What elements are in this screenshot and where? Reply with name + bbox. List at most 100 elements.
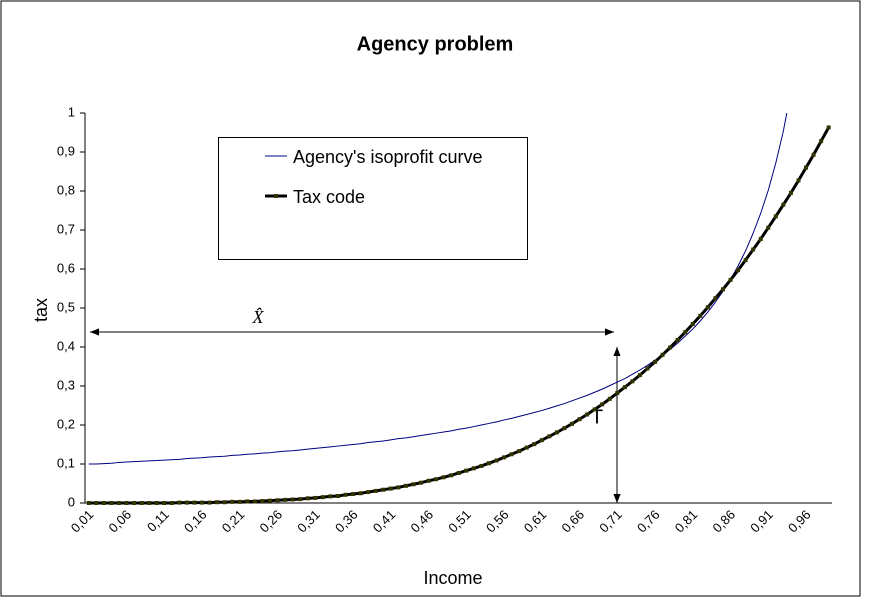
- point-marker: [728, 277, 733, 282]
- y-tick-label: 0,2: [57, 416, 75, 431]
- point-marker: [569, 421, 574, 426]
- plot-area: [86, 113, 831, 505]
- x-tick-label: 0,96: [785, 507, 814, 536]
- point-marker: [690, 321, 695, 326]
- point-marker: [328, 494, 333, 499]
- point-marker: [177, 500, 182, 505]
- point-marker: [275, 498, 280, 503]
- point-marker: [720, 287, 725, 292]
- point-marker: [615, 391, 620, 396]
- point-marker: [479, 463, 484, 468]
- point-marker: [230, 499, 235, 504]
- point-marker: [139, 501, 144, 505]
- legend-label: Agency's isoprofit curve: [293, 147, 483, 167]
- point-marker: [464, 468, 469, 473]
- point-marker: [577, 417, 582, 422]
- point-marker: [403, 483, 408, 488]
- chart-title: Agency problem: [357, 33, 514, 55]
- point-marker: [668, 345, 673, 350]
- x-tick-label: 0,51: [445, 507, 474, 536]
- point-marker: [698, 313, 703, 318]
- x-tick-label: 0,86: [710, 507, 739, 536]
- y-tick-label: 0,4: [57, 338, 75, 353]
- point-marker: [109, 501, 114, 505]
- series-line: [88, 113, 788, 465]
- point-marker: [675, 337, 680, 342]
- point-marker: [509, 452, 514, 457]
- point-marker: [781, 202, 786, 207]
- point-marker: [562, 426, 567, 431]
- point-marker: [154, 501, 159, 505]
- point-marker: [592, 407, 597, 412]
- x-tick-label: 0,61: [521, 507, 550, 536]
- x-tick-label: 0,81: [672, 507, 701, 536]
- point-marker: [773, 214, 778, 219]
- point-marker: [335, 493, 340, 498]
- point-marker: [200, 500, 205, 505]
- x-tick-label: 0,31: [294, 507, 323, 536]
- y-tick-label: 0,8: [57, 182, 75, 197]
- x-tick-label: 0,16: [181, 507, 210, 536]
- point-marker: [585, 412, 590, 417]
- y-axis-title: tax: [31, 298, 51, 322]
- t-label: T: [591, 406, 603, 428]
- point-marker: [260, 499, 265, 504]
- point-marker: [441, 475, 446, 480]
- point-marker: [184, 500, 189, 505]
- point-marker: [343, 492, 348, 497]
- x-tick-label: 0,66: [559, 507, 588, 536]
- point-marker: [796, 178, 801, 183]
- point-marker: [811, 152, 816, 157]
- point-marker: [426, 478, 431, 483]
- x-tick-label: 0,06: [106, 507, 135, 536]
- x-hat-label: X̂: [252, 307, 265, 327]
- point-marker: [207, 500, 212, 505]
- point-marker: [743, 258, 748, 263]
- point-marker: [532, 442, 537, 447]
- point-marker: [713, 296, 718, 301]
- point-marker: [169, 501, 174, 505]
- point-marker: [524, 445, 529, 450]
- point-marker: [358, 491, 363, 496]
- x-tick-label: 0,01: [68, 507, 97, 536]
- legend-entry: Agency's isoprofit curve: [265, 144, 527, 170]
- point-marker: [366, 490, 371, 495]
- point-marker: [215, 500, 220, 505]
- point-marker: [411, 482, 416, 487]
- point-marker: [192, 500, 197, 505]
- x-tick-label: 0,41: [370, 507, 399, 536]
- y-tick-label: 0: [68, 494, 75, 509]
- point-marker: [766, 225, 771, 230]
- point-marker: [245, 499, 250, 504]
- y-tick-label: 0,1: [57, 455, 75, 470]
- point-marker: [434, 477, 439, 482]
- point-marker: [600, 402, 605, 407]
- x-tick-label: 0,11: [144, 507, 172, 535]
- legend: Agency's isoprofit curve Tax code: [218, 137, 528, 260]
- y-tick-label: 0,9: [57, 143, 75, 158]
- point-marker: [630, 379, 635, 384]
- point-marker: [819, 139, 824, 144]
- point-marker: [101, 501, 106, 505]
- point-marker: [653, 359, 658, 364]
- point-marker: [494, 458, 499, 463]
- y-tick-label: 0,6: [57, 260, 75, 275]
- x-tick-label: 0,56: [483, 507, 512, 536]
- x-tick-label: 0,76: [634, 507, 663, 536]
- point-marker: [736, 268, 741, 273]
- y-tick-label: 0,5: [57, 299, 75, 314]
- point-marker: [622, 385, 627, 390]
- point-marker: [456, 470, 461, 475]
- y-tick-label: 0,7: [57, 221, 75, 236]
- point-marker: [804, 165, 809, 170]
- point-marker: [86, 501, 91, 505]
- point-marker: [788, 190, 793, 195]
- point-marker: [388, 486, 393, 491]
- legend-swatch: [265, 155, 287, 157]
- point-marker: [645, 366, 650, 371]
- x-tick-label: 0,46: [408, 507, 437, 536]
- x-tick-label: 0,91: [747, 507, 776, 536]
- point-marker: [222, 500, 227, 505]
- point-marker: [517, 449, 522, 454]
